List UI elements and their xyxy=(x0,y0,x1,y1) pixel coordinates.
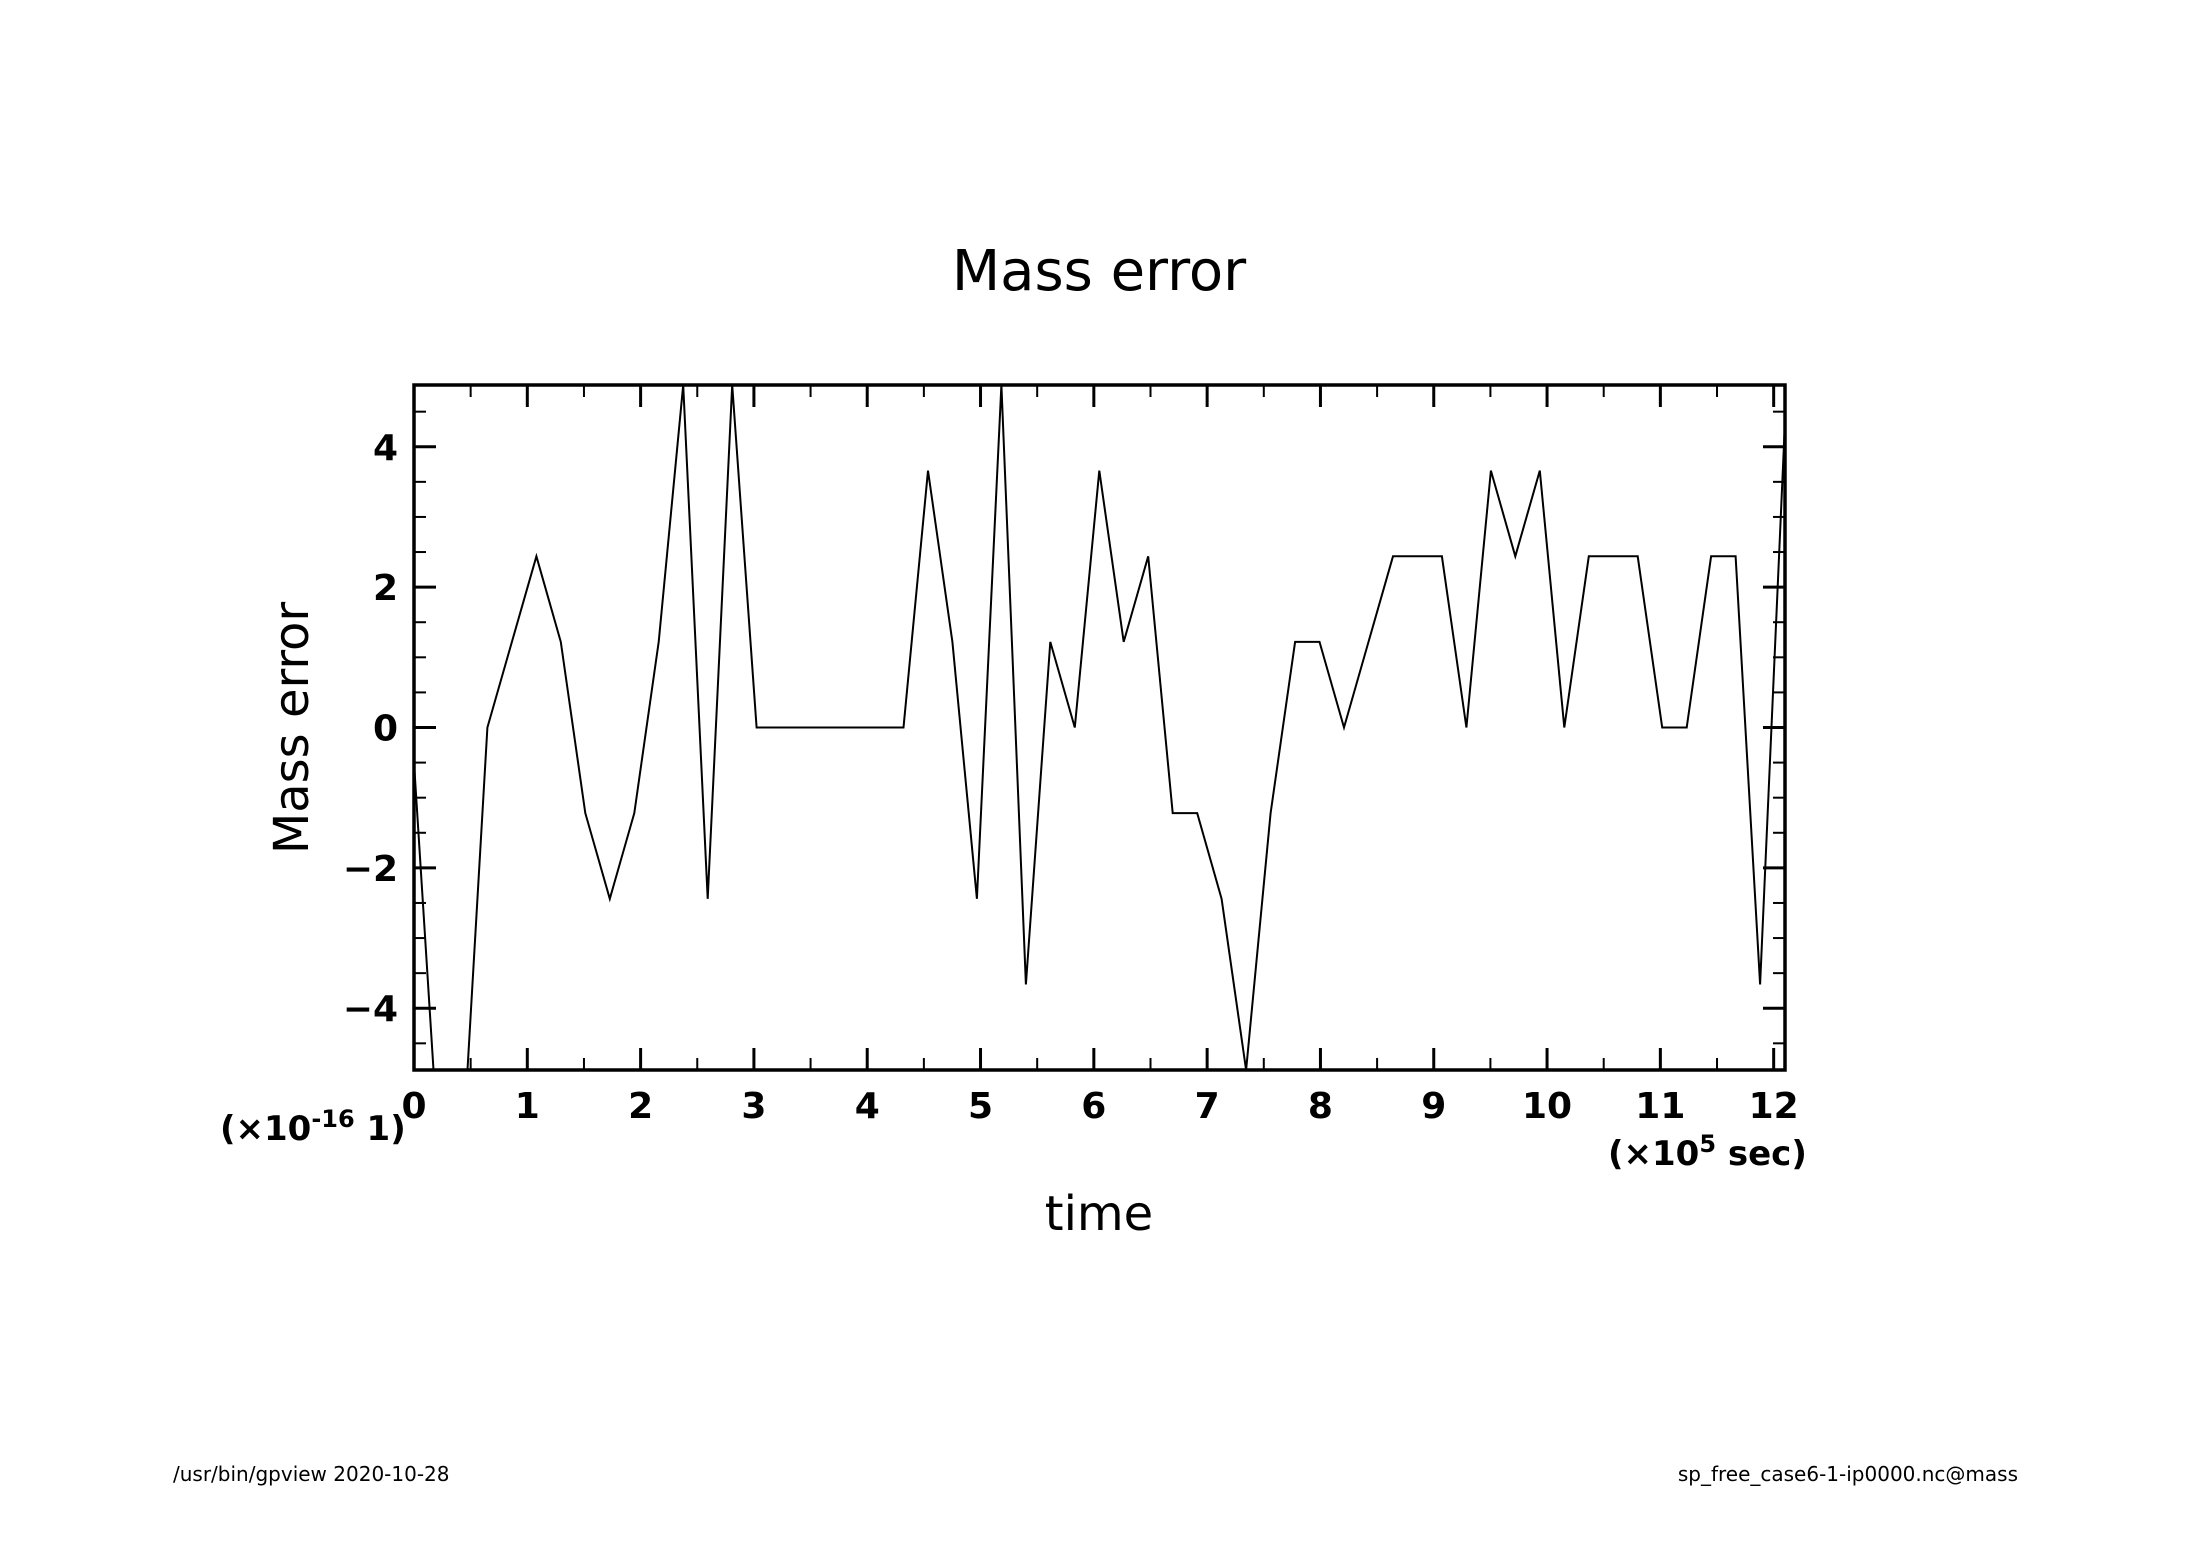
x-scale-note: (×105 sec) xyxy=(1608,1130,1807,1174)
x-tick-label: 3 xyxy=(741,1086,766,1127)
x-tick-label: 1 xyxy=(515,1086,540,1127)
chart-title: Mass error xyxy=(952,239,1247,304)
series-line xyxy=(414,385,1785,1070)
x-axis-label: time xyxy=(1045,1186,1153,1242)
x-tick-label: 12 xyxy=(1749,1086,1799,1127)
x-tick-label: 11 xyxy=(1635,1086,1685,1127)
y-tick-label: 2 xyxy=(373,568,398,609)
footer-program-date: /usr/bin/gpview 2020-10-28 xyxy=(173,1462,450,1486)
x-tick-label: 10 xyxy=(1522,1086,1572,1127)
x-tick-label: 4 xyxy=(855,1086,880,1127)
y-tick-label: 4 xyxy=(373,428,398,469)
x-tick-label: 0 xyxy=(401,1086,426,1127)
x-tick-label: 5 xyxy=(968,1086,993,1127)
x-tick-label: 8 xyxy=(1308,1086,1333,1127)
x-tick-label: 7 xyxy=(1195,1086,1220,1127)
y-axis-label: Mass error xyxy=(264,602,320,855)
x-tick-label: 2 xyxy=(628,1086,653,1127)
y-scale-note: (×10-16 1) xyxy=(220,1105,406,1149)
plot-frame xyxy=(412,383,1787,1072)
footer-file-variable: sp_free_case6-1-ip0000.nc@mass xyxy=(1677,1462,2018,1486)
y-tick-label: −2 xyxy=(343,849,398,890)
y-tick-label: −4 xyxy=(343,989,398,1030)
x-tick-label: 6 xyxy=(1081,1086,1106,1127)
x-tick-label: 9 xyxy=(1421,1086,1446,1127)
y-tick-label: 0 xyxy=(373,709,398,750)
